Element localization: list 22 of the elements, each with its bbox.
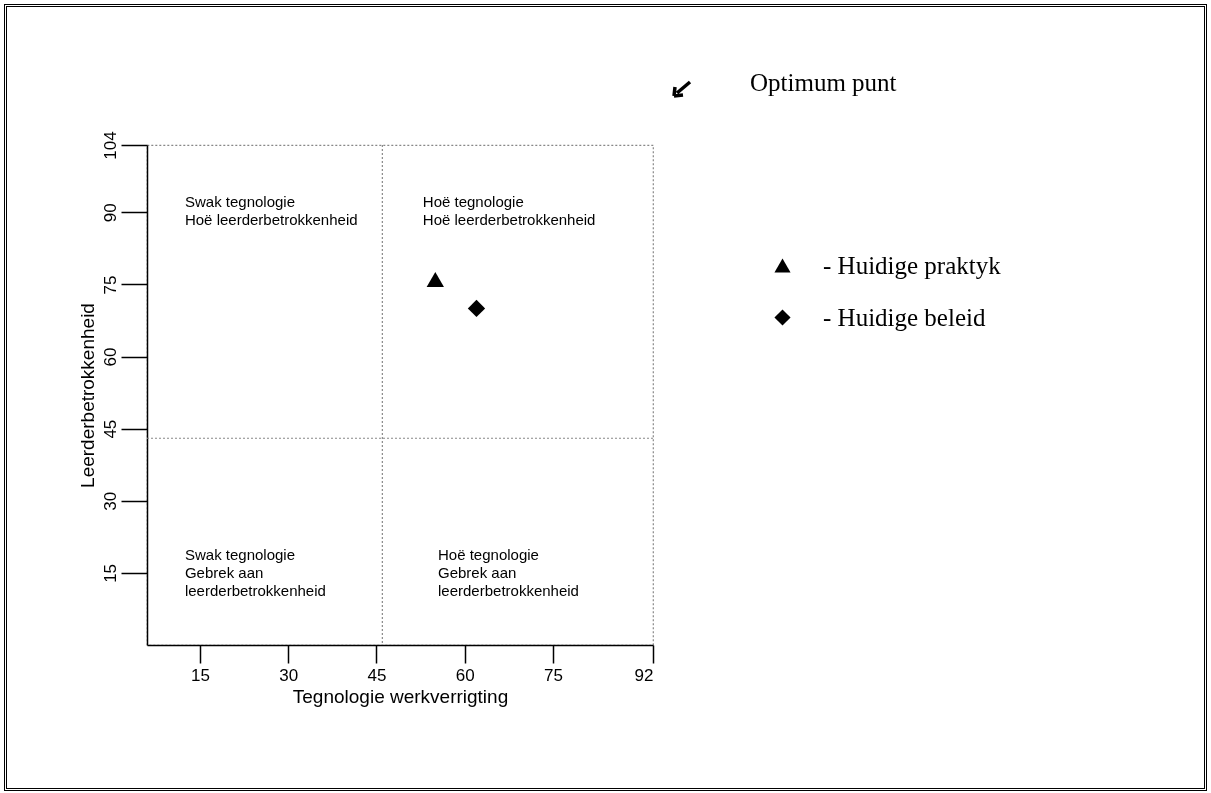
y-tick-label: 104 bbox=[100, 131, 120, 160]
annotation: Swak tegnologie Hoë leerderbetrokkenheid bbox=[184, 193, 358, 228]
y-tick-label: 15 bbox=[100, 563, 120, 583]
legend-label: - Huidige praktyk bbox=[823, 251, 1002, 279]
annotation: Swak tegnologie Gebrek aan leerderbetrokkenheid bbox=[184, 546, 326, 600]
text: Optimum punt bbox=[750, 69, 897, 96]
x-tick-label: 30 bbox=[279, 665, 299, 685]
x-tick-label: 92 bbox=[634, 665, 654, 685]
y-tick-label: 90 bbox=[100, 203, 120, 223]
x-tick-label: 45 bbox=[367, 665, 387, 685]
annotation: Hoë tegnologie Hoë leerderbetrokkenheid bbox=[422, 193, 596, 228]
y-tick-label: 75 bbox=[100, 275, 120, 295]
legend-label: - Huidige beleid bbox=[823, 303, 986, 331]
annotation: Hoë tegnologie Gebrek aan leerderbetrokkenheid bbox=[438, 546, 579, 600]
y-axis-title: Leerderbetrokkenheid bbox=[76, 303, 98, 488]
y-tick-label: 45 bbox=[100, 419, 120, 439]
x-tick-label: 15 bbox=[190, 665, 210, 685]
y-tick-label: 30 bbox=[100, 491, 120, 511]
x-tick-label: 60 bbox=[455, 665, 475, 685]
x-axis-title: Tegnologie werkverrigting bbox=[292, 685, 509, 707]
x-tick-label: 75 bbox=[544, 665, 563, 685]
y-tick-label: 60 bbox=[100, 347, 120, 367]
